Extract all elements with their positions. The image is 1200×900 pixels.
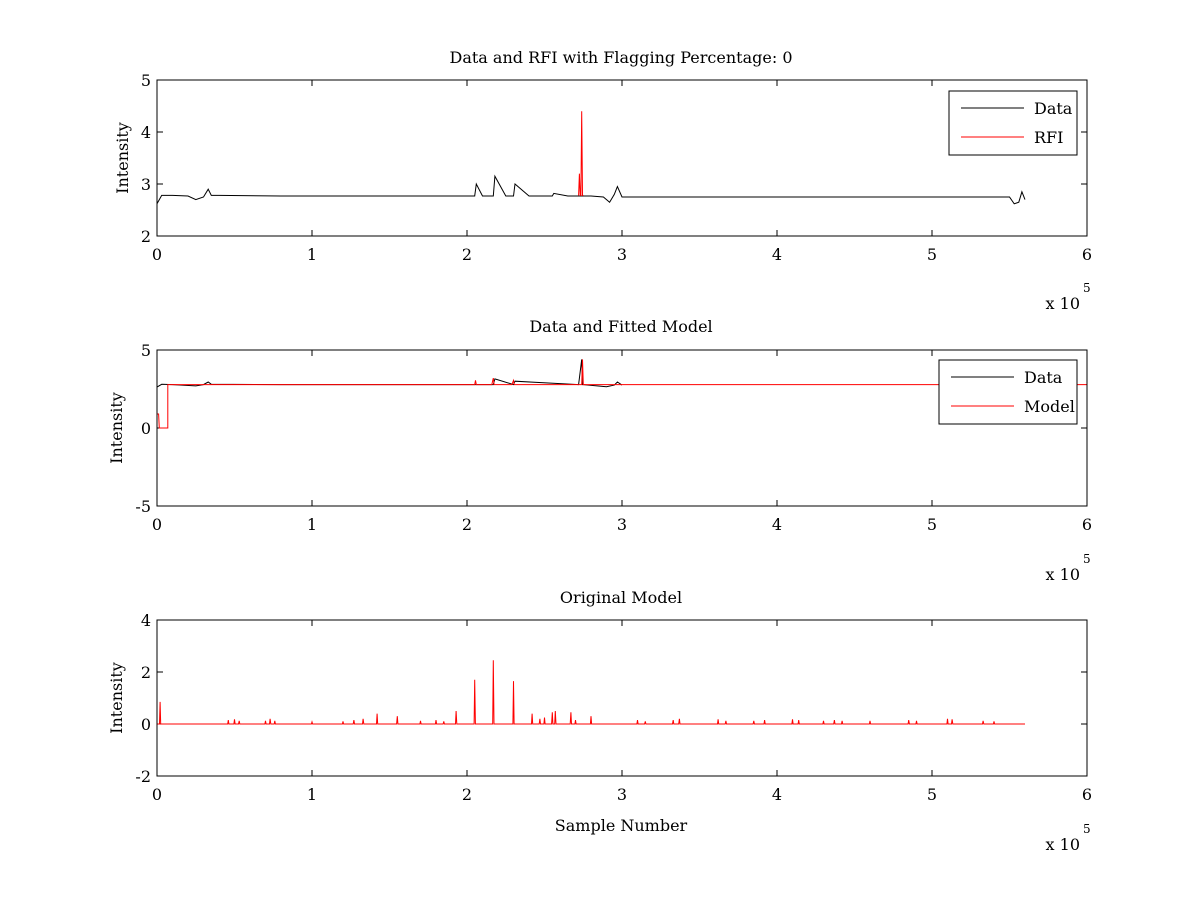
y-tick-label: 4	[141, 611, 151, 630]
x-tick-label: 2	[462, 785, 472, 804]
y-tick-label: -5	[135, 497, 151, 516]
x-multiplier-label: x 10	[1046, 565, 1080, 584]
panel-title: Original Model	[560, 588, 682, 607]
x-tick-label: 5	[927, 245, 937, 264]
x-tick-label: 5	[927, 515, 937, 534]
legend-box	[948, 90, 1078, 156]
legend-label: Model	[1024, 397, 1075, 416]
x-tick-label: 3	[617, 245, 627, 264]
series-line-data	[156, 174, 1026, 205]
axes-frame	[156, 619, 1088, 777]
y-axis-label: Intensity	[107, 662, 126, 734]
legend: Data Model	[938, 359, 1078, 425]
series-line-model	[157, 660, 1025, 725]
y-tick-label: 2	[141, 227, 151, 246]
legend-label: Data	[1024, 368, 1063, 387]
x-tick-label: 6	[1082, 515, 1092, 534]
series-line-rfi	[578, 111, 584, 196]
y-tick-label: 4	[141, 123, 151, 142]
y-tick-label: 0	[141, 715, 151, 734]
y-axis-label: Intensity	[107, 392, 126, 464]
series-line-model	[157, 359, 1087, 429]
x-tick-label: 3	[617, 785, 627, 804]
x-tick-label: 0	[152, 785, 162, 804]
axes-frame	[156, 79, 1088, 237]
x-multiplier-exponent: 5	[1083, 822, 1091, 836]
y-tick-label: 5	[141, 71, 151, 90]
y-tick-label: -2	[135, 767, 151, 786]
plot-area	[156, 359, 1087, 429]
x-multiplier-exponent: 5	[1083, 281, 1091, 295]
legend-label: Data	[1034, 99, 1073, 118]
y-axis-label: Intensity	[113, 122, 132, 194]
x-tick-label: 1	[307, 515, 317, 534]
series-line-data	[156, 359, 623, 388]
x-tick-label: 4	[772, 245, 782, 264]
panel-data-rfi: Data and RFI with Flagging Percentage: 0…	[113, 48, 1092, 313]
legend: Data RFI	[948, 90, 1078, 156]
plot-area	[157, 660, 1025, 725]
panel-title: Data and Fitted Model	[529, 317, 712, 336]
x-tick-label: 0	[152, 245, 162, 264]
legend-label: RFI	[1034, 128, 1063, 147]
x-tick-label: 4	[772, 515, 782, 534]
x-tick-label: 1	[307, 785, 317, 804]
x-multiplier-exponent: 5	[1083, 552, 1091, 566]
y-tick-label: 0	[141, 419, 151, 438]
x-tick-label: 4	[772, 785, 782, 804]
x-tick-label: 0	[152, 515, 162, 534]
x-tick-label: 6	[1082, 785, 1092, 804]
x-multiplier-label: x 10	[1046, 835, 1080, 854]
x-tick-label: 3	[617, 515, 627, 534]
panel-fitted-model: Data and Fitted Model Intensity 0 1 2 3 4 5 6 -…	[107, 317, 1092, 584]
x-axis-label: Sample Number	[555, 816, 688, 835]
x-multiplier-label: x 10	[1046, 294, 1080, 313]
x-tick-label: 2	[462, 245, 472, 264]
y-tick-label: 2	[141, 663, 151, 682]
panel-title: Data and RFI with Flagging Percentage: 0	[449, 48, 792, 67]
y-tick-label: 3	[141, 175, 151, 194]
y-tick-label: 5	[141, 341, 151, 360]
axes-frame	[156, 349, 1088, 507]
x-tick-label: 1	[307, 245, 317, 264]
x-tick-label: 5	[927, 785, 937, 804]
x-tick-label: 6	[1082, 245, 1092, 264]
plot-area	[156, 111, 1026, 205]
legend-box	[938, 359, 1078, 425]
x-tick-label: 2	[462, 515, 472, 534]
